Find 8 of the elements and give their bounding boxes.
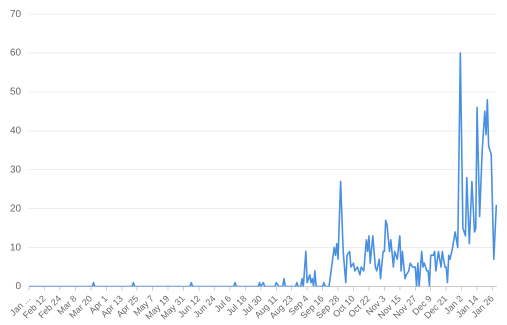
y-tick-label: 0 [16,281,22,292]
y-tick-label: 60 [10,48,22,59]
y-tick-label: 20 [10,203,22,214]
y-tick-label: 70 [10,8,22,20]
y-tick-label: 30 [10,164,22,176]
y-tick-label: 50 [10,86,22,98]
y-tick-label: 10 [10,242,22,254]
y-tick-label: 40 [10,126,22,137]
